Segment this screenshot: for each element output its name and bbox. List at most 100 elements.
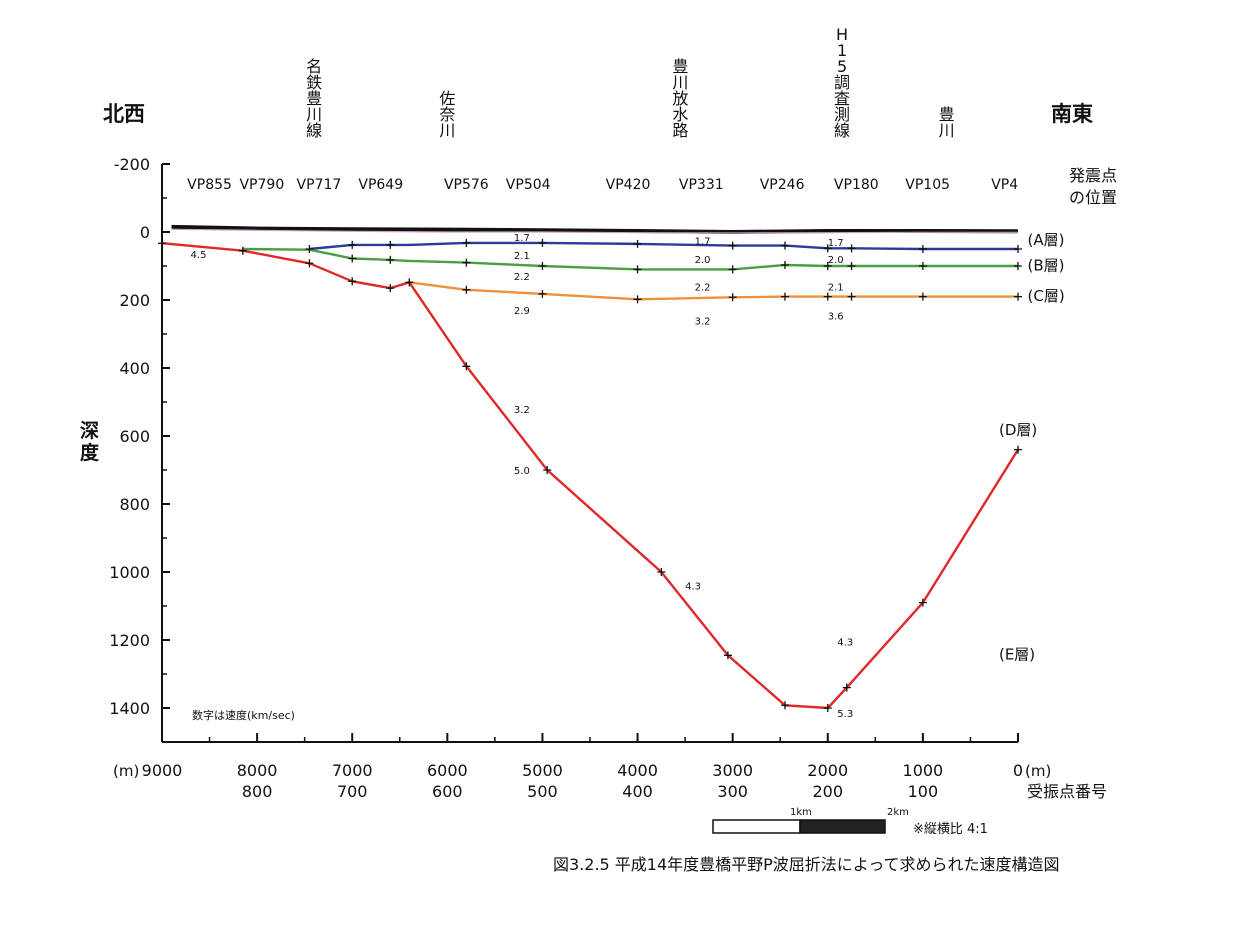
velocity-label: 5.0 [514, 466, 530, 477]
markers-layer [158, 238, 1022, 712]
data-point-marker [348, 254, 357, 263]
layer-boundary-line [242, 247, 1018, 271]
shot-point-label: VP4 [991, 177, 1018, 193]
landmark-label-char: 5 [837, 57, 847, 76]
data-point-marker [386, 284, 395, 293]
shot-point-label: VP790 [239, 177, 284, 193]
shot-point-label: VP246 [760, 177, 805, 193]
direction-right-label: 南東 [1051, 102, 1093, 126]
landmark-label-char: 川 [939, 121, 955, 140]
data-point-marker [823, 244, 832, 253]
data-point-marker [847, 262, 856, 270]
velocity-label: 5.3 [837, 709, 853, 720]
data-point-marker [386, 255, 395, 264]
y-tick-label: 1200 [109, 631, 150, 650]
velocity-label: 1.7 [514, 233, 530, 244]
x-tick-label: 8000 [237, 761, 278, 780]
landmark-label-char: 川 [672, 73, 688, 92]
data-point-marker [780, 241, 789, 250]
velocity-label: 1.7 [695, 237, 711, 248]
landmark-label-char: 豊 [672, 57, 688, 76]
velocity-label: 2.2 [514, 272, 530, 283]
data-point-marker [538, 238, 547, 247]
shot-point-label: VP420 [606, 177, 651, 193]
y-axis-label-char: 度 [80, 441, 100, 464]
data-point-marker [780, 260, 789, 269]
shot-point-label: VP717 [297, 177, 342, 193]
layer-boundary-line [309, 241, 1018, 251]
landmark-label-char: 調 [834, 73, 850, 92]
direction-left-label: 北西 [103, 102, 145, 126]
x-tick-label: 6000 [427, 761, 468, 780]
data-point-marker [543, 466, 552, 474]
y-axis-label-char: 深 [80, 419, 99, 442]
y-tick-label: 800 [119, 495, 150, 514]
layer-boundary-line [171, 224, 1019, 234]
landmark-label-char: 測 [834, 105, 850, 124]
data-point-marker [847, 244, 856, 253]
data-point-marker [723, 651, 732, 660]
landmark-label-char: 鉄 [306, 73, 322, 92]
data-point-marker [1014, 292, 1022, 301]
velocity-label: 2.2 [695, 282, 711, 293]
velocity-label: 2.0 [828, 255, 844, 266]
x-tick-label: 7000 [332, 761, 373, 780]
data-point-marker [348, 277, 357, 286]
receiver-number-label: 600 [432, 782, 463, 801]
layer-label: (B層) [1028, 256, 1065, 274]
shot-point-label: VP855 [187, 177, 232, 193]
layer-boundary-line [409, 281, 1018, 301]
velocity-label: 2.9 [514, 306, 530, 317]
landmark-label-char: 線 [834, 121, 850, 140]
data-point-marker [538, 289, 547, 298]
landmark-label-char: 豊 [939, 105, 955, 124]
x-tick-label: 0 [1013, 761, 1023, 780]
layer-boundary-line [171, 228, 1018, 234]
velocity-label: 3.6 [828, 311, 844, 322]
data-point-marker [158, 239, 166, 248]
landmark-label-char: 名 [306, 57, 322, 76]
velocity-label: 4.5 [191, 250, 207, 261]
data-point-marker [405, 278, 414, 287]
layer-label: (D層) [999, 421, 1037, 439]
data-point-marker [633, 265, 642, 274]
landmark-label-char: 川 [306, 105, 322, 124]
receiver-label: 受振点番号 [1027, 782, 1107, 801]
receiver-number-label: 800 [242, 782, 273, 801]
data-point-marker [847, 292, 856, 301]
receiver-number-label: 300 [717, 782, 748, 801]
data-point-marker [842, 683, 851, 692]
data-point-marker [633, 239, 642, 248]
data-point-marker [462, 258, 471, 267]
velocity-label: 4.3 [837, 638, 853, 649]
receiver-number-label: 100 [908, 782, 939, 801]
landmark-label-char: 奈 [439, 105, 455, 124]
data-point-marker [918, 262, 927, 270]
layer-label: (E層) [999, 646, 1035, 664]
landmark-label-char: 川 [439, 121, 455, 140]
shot-point-label: VP180 [834, 177, 879, 193]
x-tick-label: 9000 [142, 761, 183, 780]
landmark-label-char: 豊 [306, 89, 322, 108]
scale-bar-label-1km: 1km [790, 807, 812, 818]
data-point-marker [657, 568, 666, 576]
y-tick-label: 200 [119, 291, 150, 310]
y-tick-label: 400 [119, 359, 150, 378]
data-point-marker [305, 259, 314, 268]
series-layer [161, 224, 1020, 710]
velocity-label: 2.1 [828, 282, 844, 293]
data-point-marker [728, 241, 737, 250]
velocity-label: 3.2 [514, 405, 530, 416]
velocity-label: 2.0 [695, 255, 711, 266]
landmark-label-char: 放 [672, 89, 688, 108]
landmark-label-char: 路 [672, 121, 688, 140]
aspect-note: ※縦横比 4:1 [913, 822, 988, 837]
data-point-marker [918, 245, 927, 253]
receiver-number-label: 500 [527, 782, 558, 801]
receiver-number-label: 700 [337, 782, 368, 801]
landmark-label-char: 1 [837, 41, 847, 60]
axes-layer [161, 163, 1019, 743]
velocity-note: 数字は速度(km/sec) [192, 708, 295, 722]
